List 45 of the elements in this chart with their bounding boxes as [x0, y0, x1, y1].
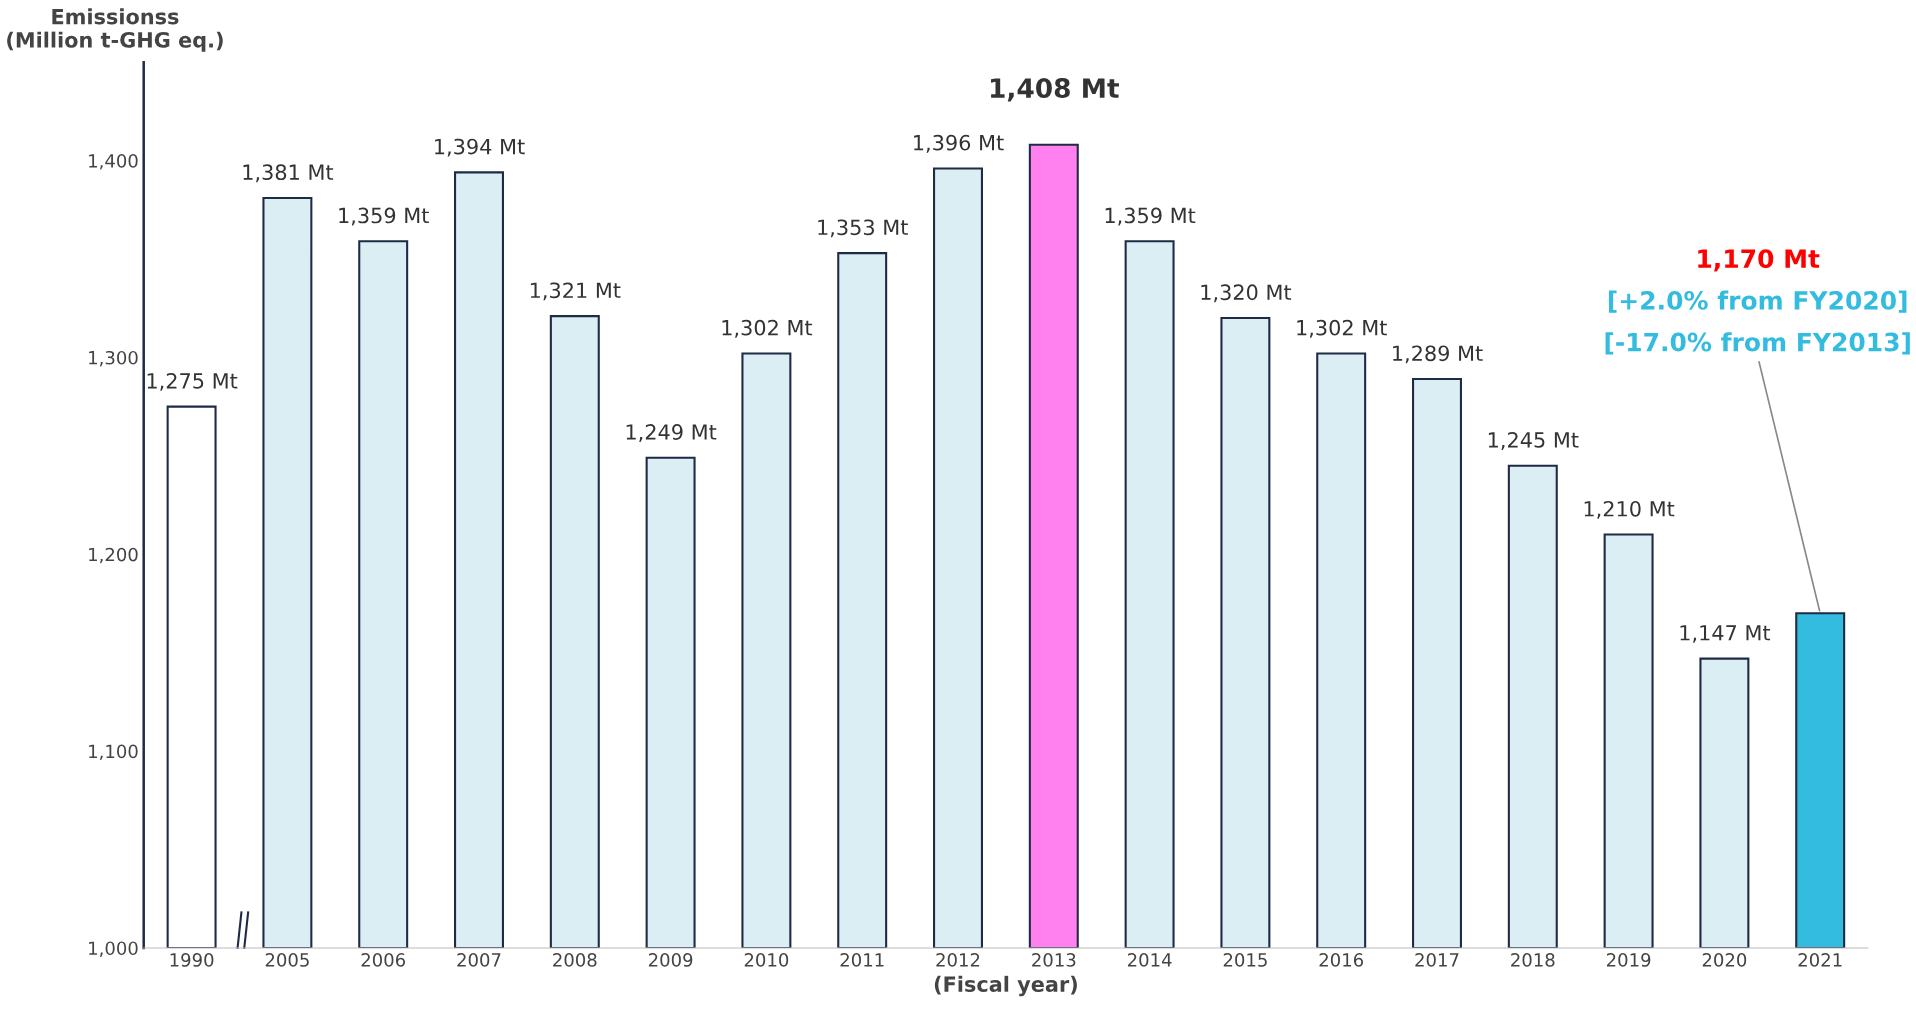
data-label: 1,275 Mt	[147, 372, 238, 391]
x-tick-label: 2019	[1606, 953, 1651, 967]
x-tick-label: 2018	[1511, 953, 1555, 967]
y-tick-label: 1,300	[89, 350, 138, 367]
x-tick-label: 2009	[648, 953, 693, 967]
data-label: 1,320 Mt	[1201, 284, 1292, 303]
data-label: 1,302 Mt	[722, 319, 813, 338]
x-tick-label: 2010	[744, 953, 789, 967]
data-label: 1,408 Mt	[991, 78, 1119, 102]
annotation: 1,170 Mt	[1698, 249, 1820, 272]
data-label: 1,359 Mt	[1105, 207, 1196, 226]
x-tick-label: 2011	[840, 953, 884, 967]
x-tick-label: 2013	[1032, 953, 1076, 967]
data-label: 1,394 Mt	[435, 138, 525, 157]
x-axis-title: (Fiscal year)	[934, 975, 1077, 997]
x-tick-label: 2014	[1127, 953, 1172, 967]
data-label: 1,249 Mt	[626, 424, 717, 443]
y-tick-label: 1,100	[89, 744, 138, 761]
annotation: [-17.0% from FY2013]	[1605, 332, 1910, 355]
x-tick-label: 2017	[1415, 953, 1459, 967]
data-label: 1,396 Mt	[914, 134, 1004, 153]
data-label: 1,321 Mt	[530, 282, 621, 301]
data-label: 1,353 Mt	[818, 219, 908, 238]
y-tick-label: 1,400	[89, 154, 138, 170]
x-tick-label: 2016	[1319, 953, 1364, 967]
data-label: 1,359 Mt	[339, 207, 429, 226]
x-tick-label: 2020	[1702, 953, 1747, 967]
data-label: 1,289 Mt	[1393, 345, 1483, 364]
data-label: 1,147 Mt	[1680, 625, 1771, 643]
x-tick-label: 2006	[361, 953, 406, 967]
x-tick-label: 1990	[170, 953, 214, 967]
data-label: 1,210 Mt	[1584, 500, 1675, 519]
y-tick-label: 1,000	[89, 941, 138, 957]
x-tick-label: 2005	[265, 953, 309, 967]
data-label: 1,381 Mt	[243, 164, 334, 183]
x-tick-label: 2012	[936, 953, 980, 967]
x-tick-label: 2008	[553, 953, 597, 967]
y-axis-title: Emissionss (Million t-GHG eq.)	[7, 8, 223, 52]
y-tick-label: 1,200	[89, 547, 138, 564]
data-label: 1,302 Mt	[1297, 319, 1387, 338]
x-tick-label: 2015	[1223, 953, 1267, 967]
data-label: 1,245 Mt	[1488, 432, 1579, 450]
x-tick-label: 2007	[457, 953, 501, 967]
annotation: [+2.0% from FY2020]	[1608, 290, 1907, 313]
x-tick-label: 2021	[1798, 953, 1842, 967]
